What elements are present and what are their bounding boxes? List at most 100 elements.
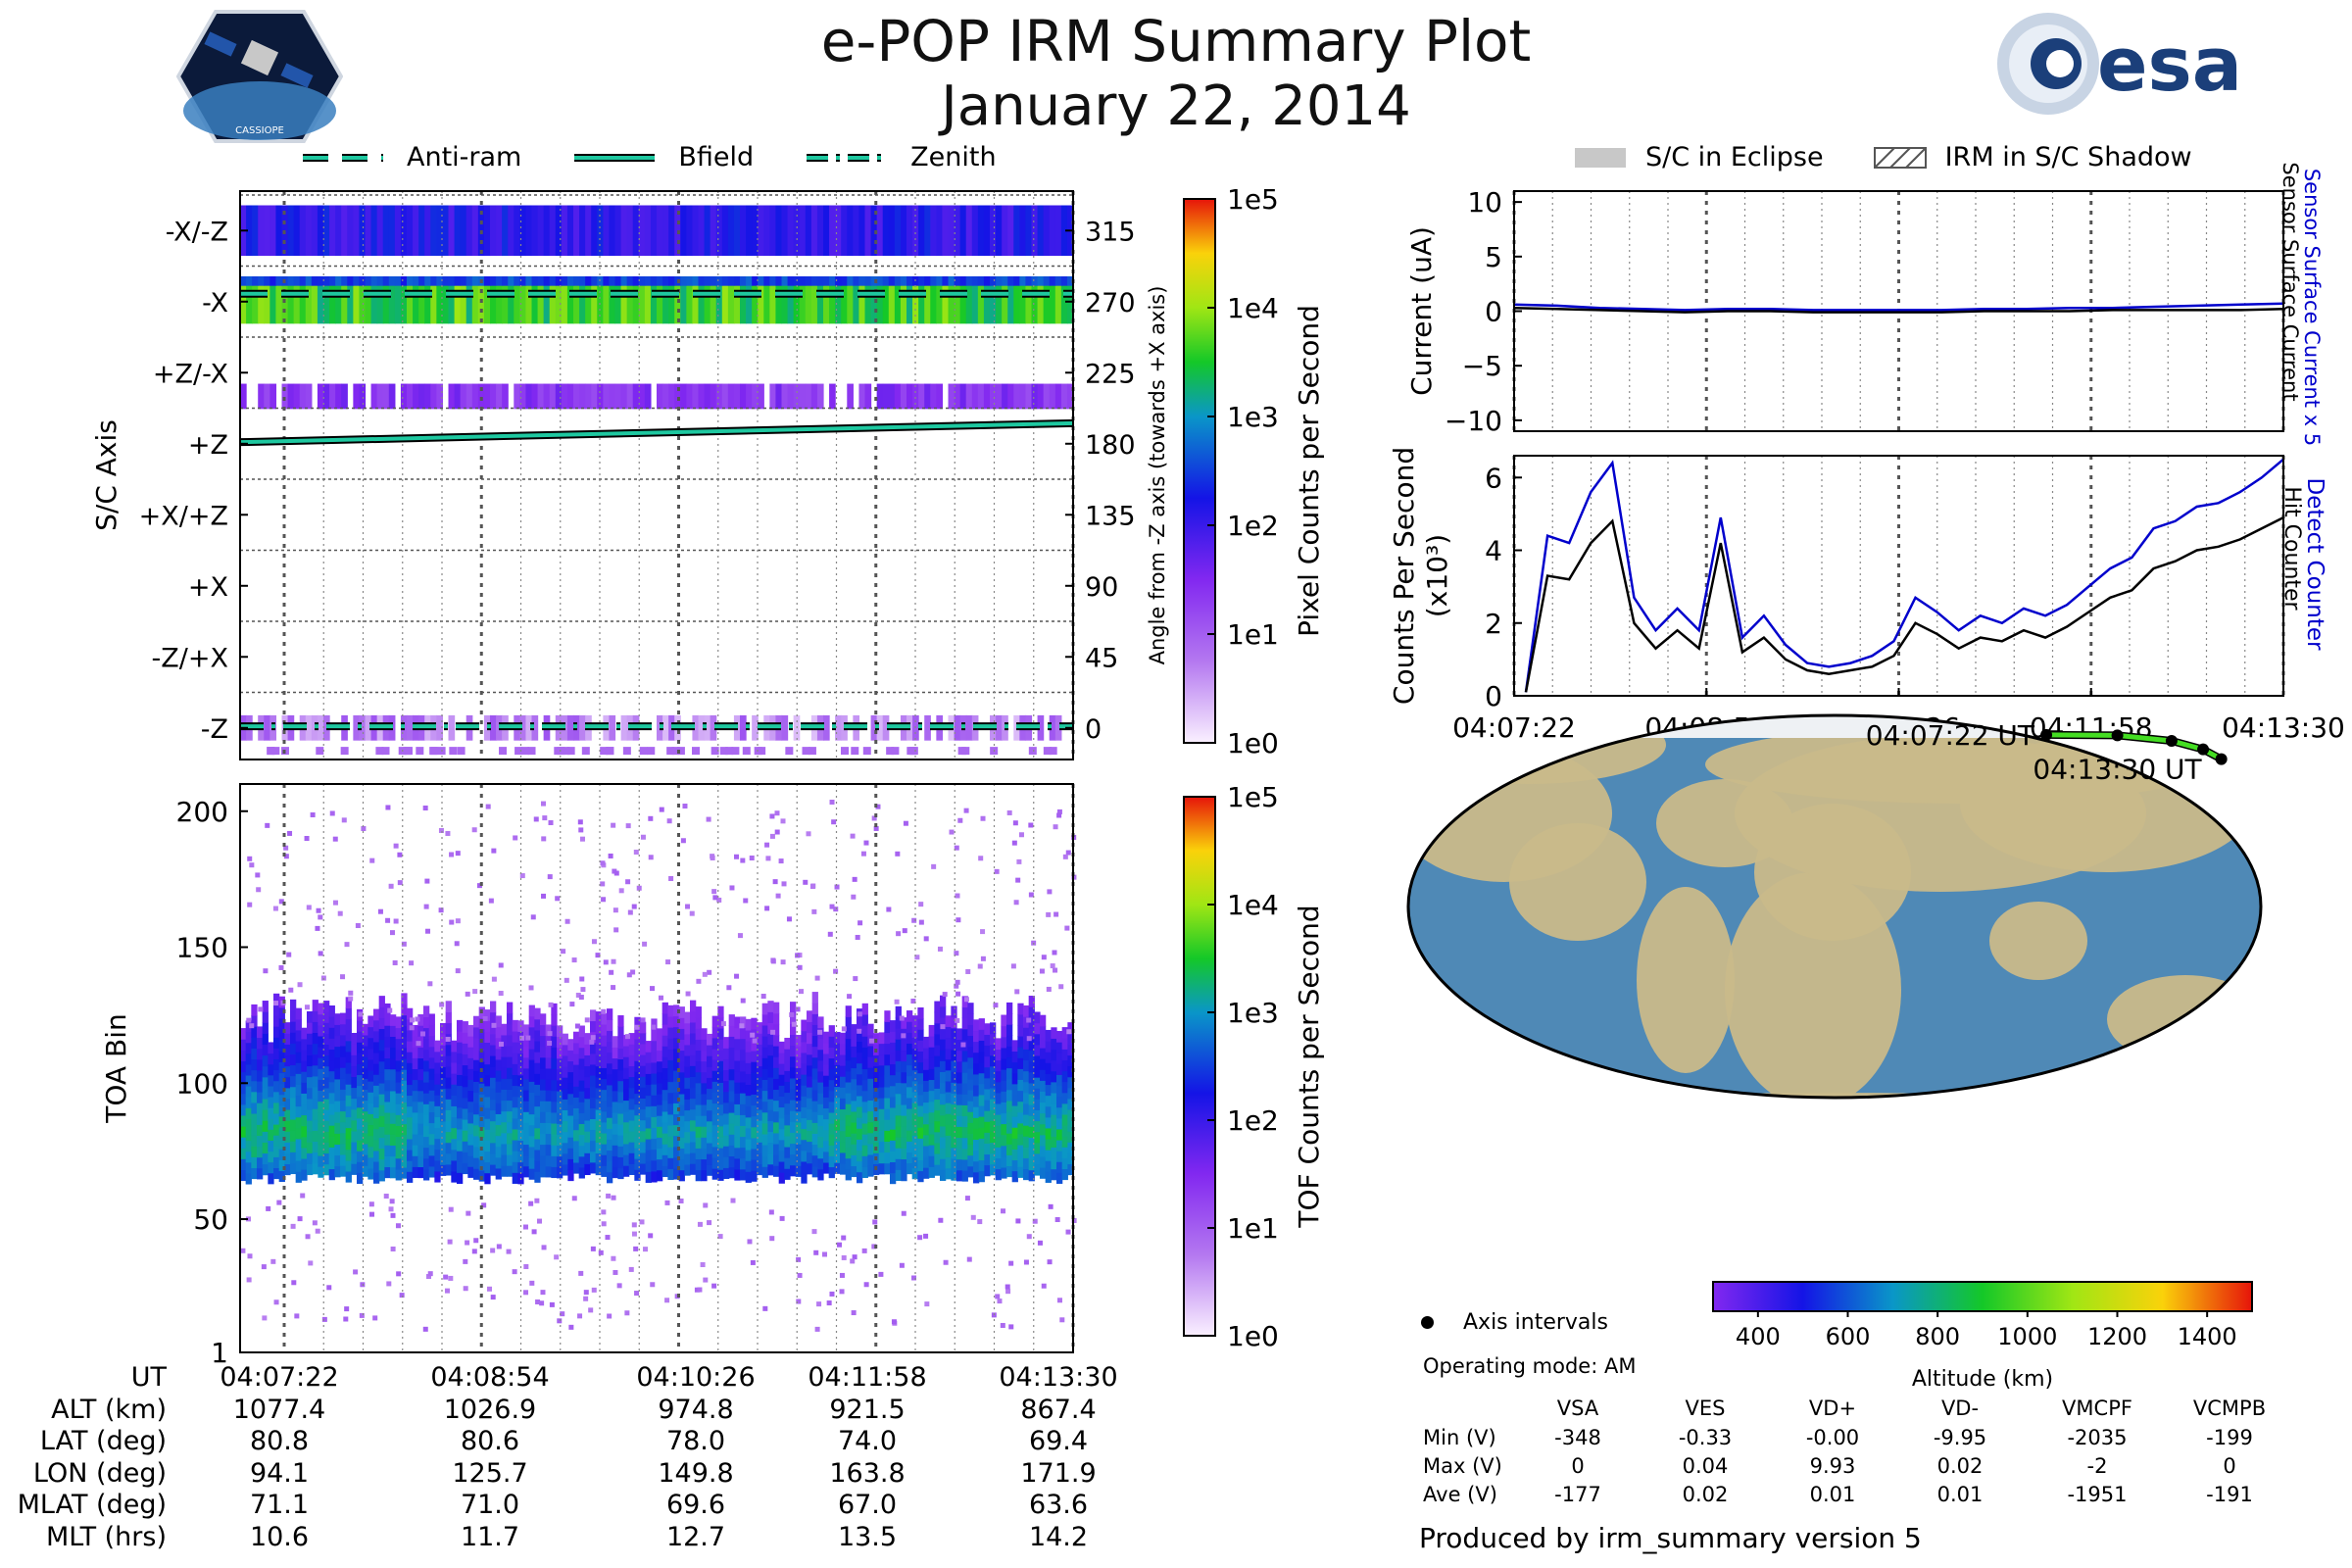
toa-sparse-cell xyxy=(372,1315,378,1321)
sc-axis-band-cell xyxy=(246,205,253,257)
toa-sparse-cell xyxy=(811,1229,817,1235)
toa-cell xyxy=(701,1126,708,1138)
toa-cell xyxy=(551,1145,558,1156)
toa-cell xyxy=(678,1082,685,1095)
toa-sparse-cell xyxy=(427,981,433,987)
toa-cell xyxy=(451,1040,458,1053)
toa-cell xyxy=(551,1155,558,1167)
toa-cell xyxy=(951,1016,957,1029)
toa-sparse-cell xyxy=(1065,850,1071,856)
toa-cell xyxy=(378,1137,385,1150)
toa-sparse-cell xyxy=(266,1205,271,1211)
toa-sparse-cell xyxy=(651,1024,657,1030)
toa-sparse-cell xyxy=(297,982,303,988)
toa-cell xyxy=(607,1128,613,1140)
toa-cell xyxy=(723,1058,730,1071)
toa-cell xyxy=(861,1145,868,1156)
toa-cell xyxy=(307,1131,314,1143)
toa-sparse-cell xyxy=(535,1299,541,1305)
toa-cell xyxy=(990,1152,997,1165)
toa-sparse-cell xyxy=(1023,1259,1029,1265)
toa-cell xyxy=(507,1012,514,1025)
toa-cell xyxy=(417,1090,424,1102)
toa-sparse-cell xyxy=(422,1326,428,1332)
toa-cell xyxy=(790,1153,797,1166)
toa-sparse-cell xyxy=(639,1219,645,1225)
toa-cell xyxy=(861,1122,868,1135)
toa-cell xyxy=(667,1113,674,1126)
sc-axis-band-cell xyxy=(436,383,444,410)
toa-cell xyxy=(334,1067,341,1080)
toa-cell xyxy=(717,1114,724,1127)
toa-cell xyxy=(623,1165,630,1177)
sc-axis-band-cell xyxy=(606,747,614,756)
sc-axis-band-cell xyxy=(876,279,884,324)
toa-cell xyxy=(601,1132,608,1145)
toa-sparse-cell xyxy=(589,1039,595,1045)
sc-axis-band-cell xyxy=(841,279,848,324)
toa-cell xyxy=(895,1071,902,1084)
toa-cell xyxy=(1023,1027,1030,1039)
toa-cell xyxy=(507,1165,514,1177)
toa-cell xyxy=(240,1125,247,1138)
toa-sparse-cell xyxy=(1006,809,1012,815)
toa-cell xyxy=(595,1076,602,1089)
toa-cell xyxy=(417,1057,424,1070)
toa-sparse-cell xyxy=(263,968,269,974)
toa-sparse-cell xyxy=(449,919,455,925)
toa-cell xyxy=(345,1073,352,1085)
toa-cell xyxy=(761,1013,768,1026)
toa-cell xyxy=(745,1171,752,1183)
sc-axis-band-cell xyxy=(341,276,348,286)
sc-axis-band-cell xyxy=(650,205,658,257)
sc-axis-band-cell xyxy=(264,279,270,324)
toa-cell xyxy=(295,1138,302,1151)
toa-cell xyxy=(767,1099,774,1110)
sc-axis-band-cell xyxy=(407,714,414,741)
sc-axis-band-cell xyxy=(692,279,700,324)
toa-sparse-cell xyxy=(305,1234,311,1240)
toa-sparse-cell xyxy=(839,1272,845,1278)
toa-cell xyxy=(417,1014,424,1026)
toa-cell xyxy=(684,1120,691,1133)
sc-axis-band-cell xyxy=(876,205,884,257)
sc-axis-angle-label: 225 xyxy=(1085,359,1136,389)
toa-cell xyxy=(323,1109,330,1121)
toa-cell xyxy=(928,1155,935,1167)
toa-cell xyxy=(595,1065,602,1078)
toa-cell xyxy=(273,1124,280,1136)
toa-cell xyxy=(984,1045,991,1057)
toa-cell xyxy=(940,1103,947,1116)
toa-cell xyxy=(578,1036,585,1049)
toa-cell xyxy=(884,1097,891,1109)
toa-cell xyxy=(1040,1058,1047,1070)
toa-cell xyxy=(368,1146,374,1158)
toa-cell xyxy=(578,1057,585,1070)
toa-sparse-cell xyxy=(340,974,346,980)
voltage-cell: -2 xyxy=(2086,1454,2108,1478)
direction-legend: Anti-ram Bfield Zenith xyxy=(299,142,997,172)
toa-sparse-cell xyxy=(781,881,787,887)
toa-cell xyxy=(645,1160,652,1172)
sc-axis-band-cell xyxy=(799,279,807,324)
toa-cell xyxy=(423,1049,430,1061)
sc-axis-band-cell xyxy=(370,205,378,257)
sc-axis-band-cell xyxy=(1054,383,1062,410)
toa-sparse-cell xyxy=(765,856,771,861)
toa-cell xyxy=(834,1152,841,1163)
toa-cell xyxy=(961,1094,968,1105)
toa-sparse-cell xyxy=(419,1031,425,1037)
toa-sparse-cell xyxy=(831,819,837,825)
toa-cell xyxy=(956,1060,963,1073)
toa-cell xyxy=(645,1138,652,1151)
toa-sparse-cell xyxy=(401,941,407,947)
toa-cell xyxy=(917,1061,924,1074)
toa-cell xyxy=(1056,1151,1063,1162)
toa-cell xyxy=(928,1133,935,1146)
toa-sparse-cell xyxy=(569,1002,575,1007)
toa-cell xyxy=(601,1100,608,1112)
toa-cell xyxy=(412,1024,418,1037)
sc-axis-band-cell xyxy=(799,276,807,286)
toa-cell xyxy=(512,1128,518,1141)
toa-cell xyxy=(351,1076,358,1089)
